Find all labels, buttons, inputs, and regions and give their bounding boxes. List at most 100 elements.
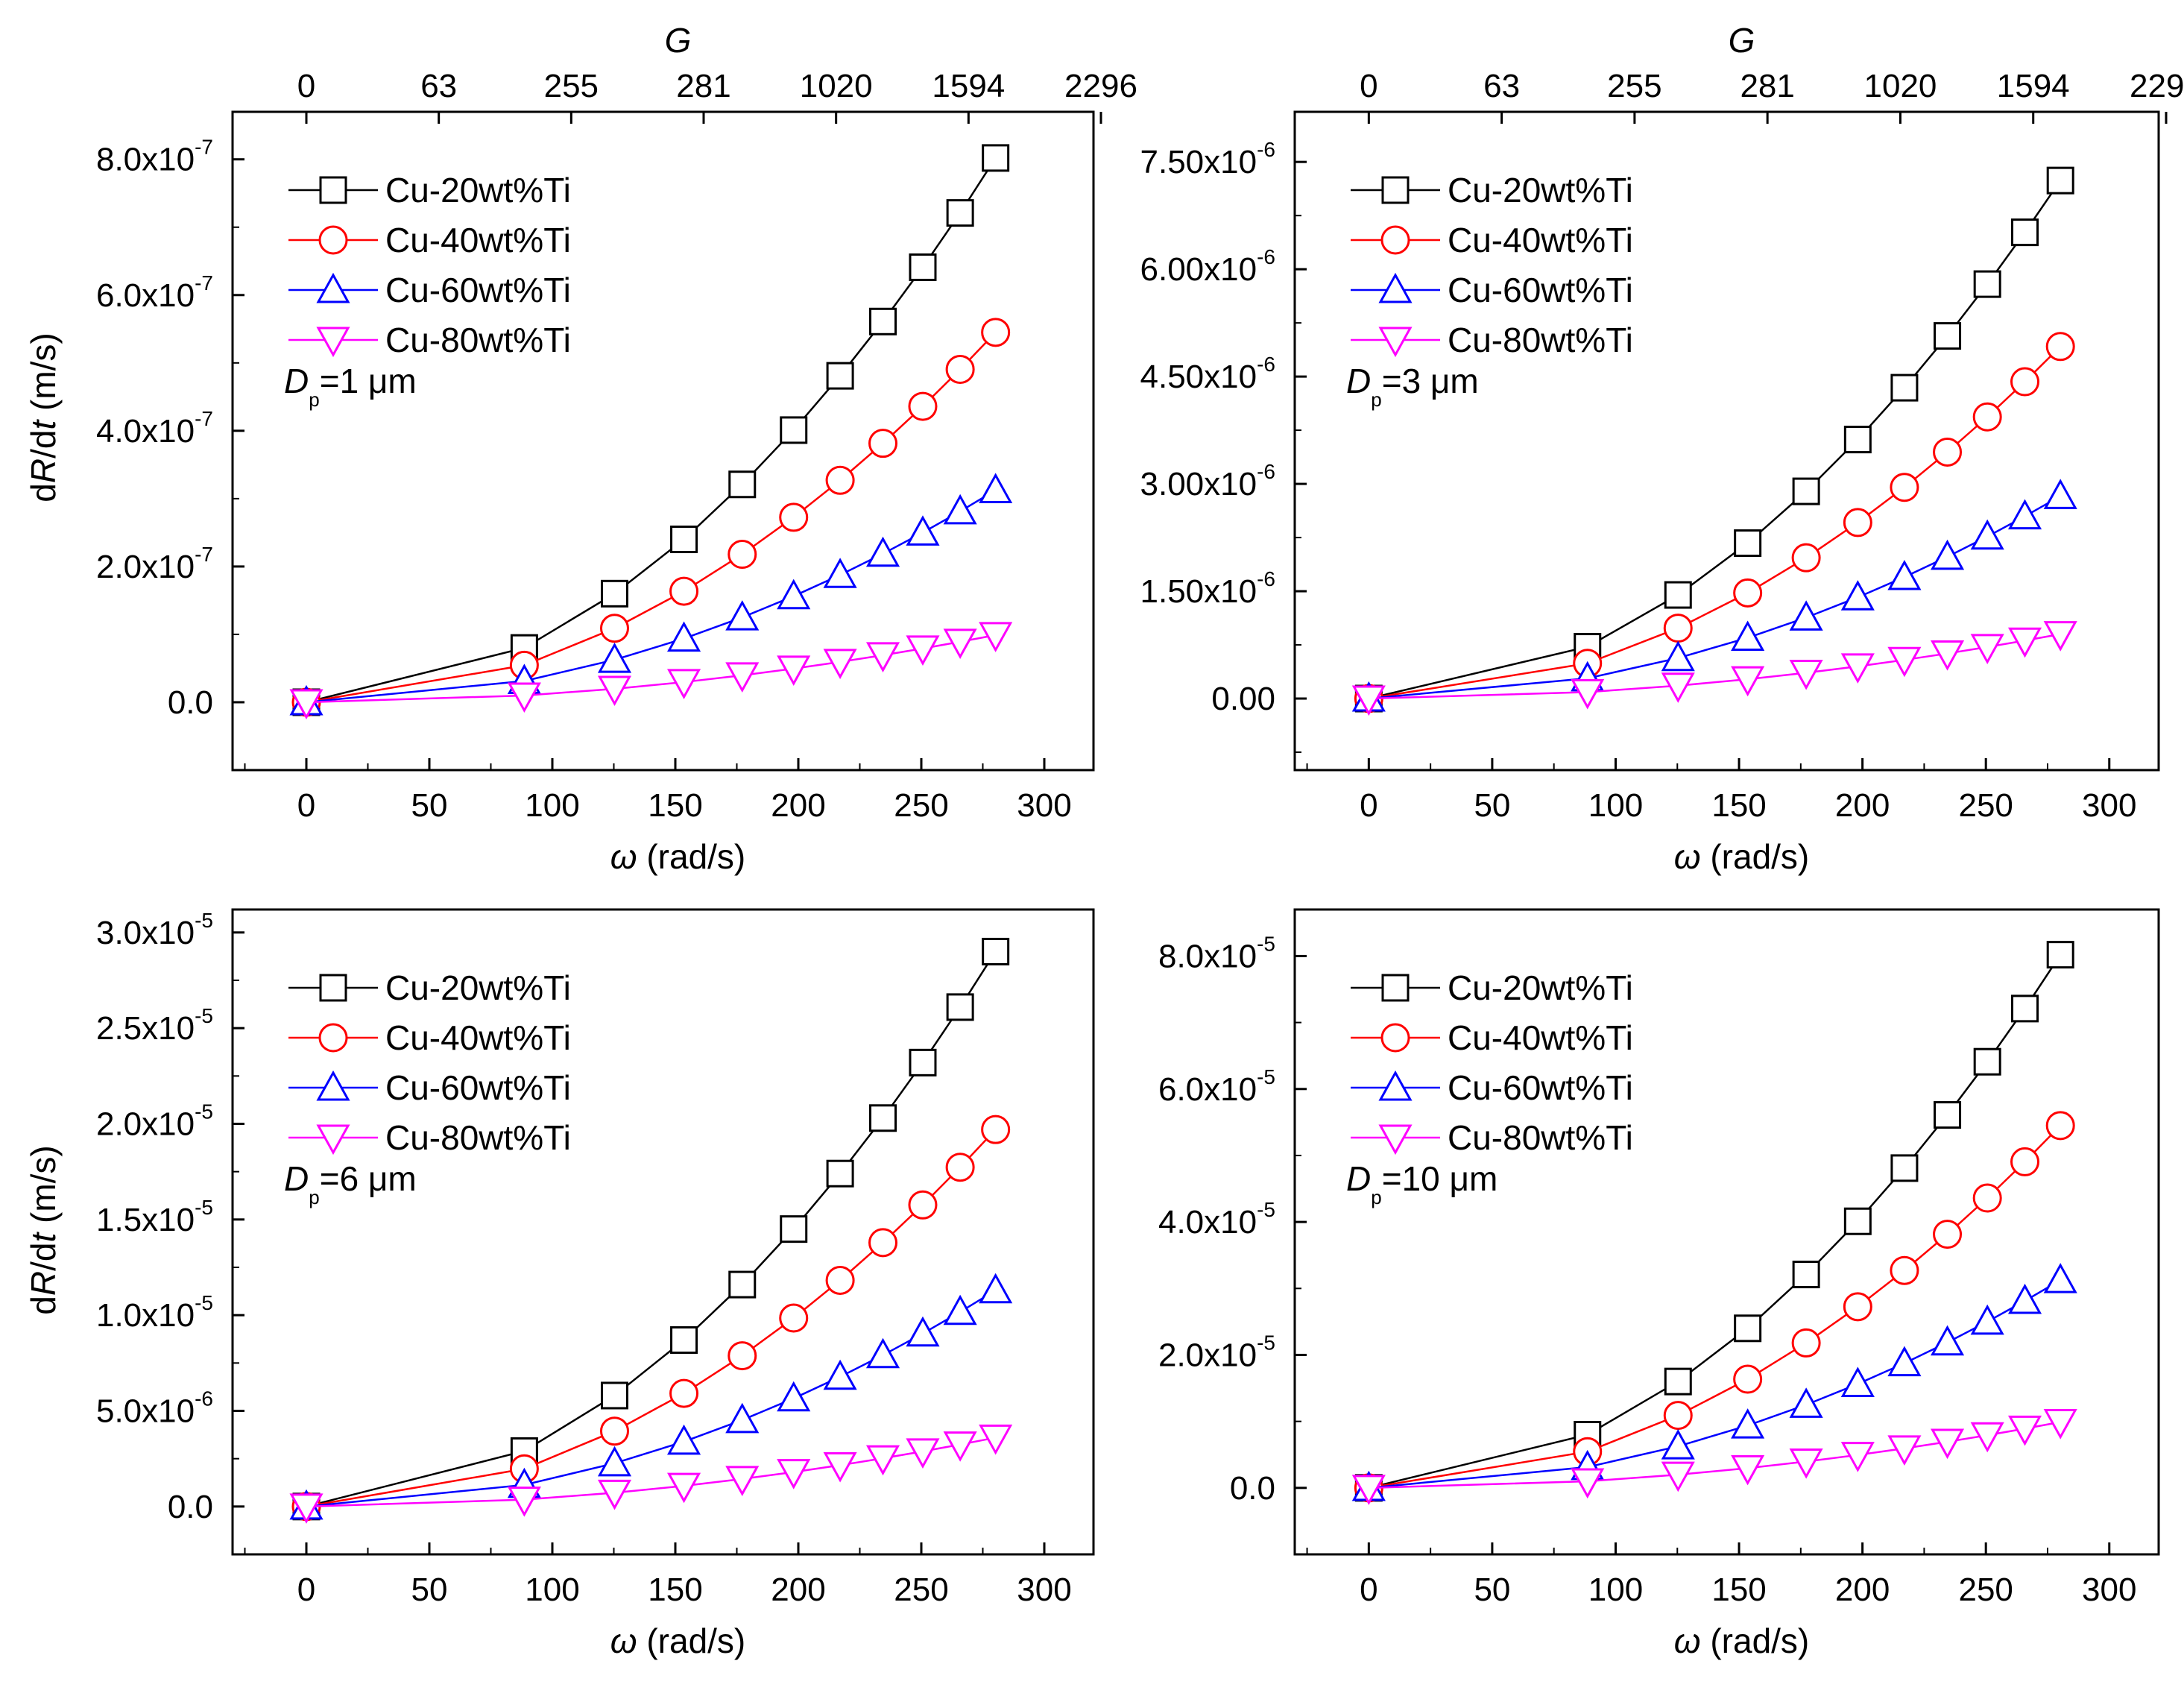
y-axis-label: dR/dt (m/s) bbox=[24, 1145, 63, 1315]
data-point-marker bbox=[289, 1493, 324, 1524]
legend-marker bbox=[316, 327, 350, 358]
data-point-marker bbox=[1731, 666, 1765, 697]
y-tick-label: 2.5x10-5 bbox=[96, 1004, 213, 1047]
data-point-marker bbox=[1791, 1328, 1821, 1358]
data-point-marker bbox=[1887, 1435, 1922, 1466]
data-point-marker bbox=[597, 675, 632, 707]
data-point-marker bbox=[728, 470, 757, 499]
data-point-marker bbox=[1930, 539, 1965, 570]
data-point-marker bbox=[1930, 1428, 1965, 1460]
data-point-marker bbox=[943, 1294, 977, 1325]
data-point-marker bbox=[1843, 508, 1872, 538]
data-point-marker bbox=[1933, 437, 1963, 467]
data-point-marker bbox=[945, 354, 975, 384]
y-tick-label: 3.00x10-6 bbox=[1140, 460, 1275, 502]
y-tick-label: 2.0x10-5 bbox=[1158, 1331, 1275, 1373]
x-tick-label: 300 bbox=[2082, 787, 2136, 824]
plot-frame bbox=[231, 110, 1095, 772]
data-point-marker bbox=[823, 649, 857, 679]
data-point-marker bbox=[507, 1487, 541, 1517]
data-point-marker bbox=[1731, 1408, 1765, 1439]
y-tick-label: 3.0x10-5 bbox=[96, 909, 213, 951]
data-point-marker bbox=[1791, 543, 1821, 573]
data-point-marker bbox=[1934, 1101, 1962, 1129]
y-tick-label: 8.0x10-7 bbox=[96, 136, 213, 178]
x-tick-label: 150 bbox=[648, 787, 702, 824]
x-axis-label: ω (rad/s) bbox=[1674, 1621, 1810, 1660]
data-point-marker bbox=[869, 1104, 897, 1132]
data-point-marker bbox=[1890, 373, 1919, 402]
y-tick-label: 4.0x10-5 bbox=[1158, 1198, 1275, 1241]
data-point-marker bbox=[909, 253, 937, 281]
y-tick-label: 0.00 bbox=[1211, 681, 1275, 717]
legend-marker bbox=[319, 176, 347, 204]
legend-label: Cu-40wt%Ti bbox=[1448, 1018, 1633, 1057]
legend-label: Cu-60wt%Ti bbox=[385, 271, 571, 309]
data-point-marker bbox=[507, 682, 541, 713]
data-point-marker bbox=[777, 1381, 811, 1412]
legend-marker bbox=[316, 1070, 350, 1101]
data-point-marker bbox=[1661, 1429, 1695, 1460]
y-tick-label: 5.0x10-6 bbox=[96, 1387, 213, 1429]
data-point-marker bbox=[1789, 1387, 1823, 1418]
data-point-marker bbox=[1970, 519, 2004, 550]
data-point-marker bbox=[906, 1438, 940, 1469]
data-point-marker bbox=[823, 1451, 857, 1483]
data-point-marker bbox=[1661, 640, 1695, 672]
data-point-marker bbox=[725, 1466, 760, 1496]
particle-size-annotation: Dp=10 μm bbox=[1346, 1159, 1497, 1208]
data-point-marker bbox=[1664, 581, 1692, 609]
legend-marker bbox=[319, 974, 347, 1002]
data-point-marker bbox=[2043, 1409, 2077, 1440]
data-point-marker bbox=[979, 1273, 1013, 1304]
x-tick-label: 100 bbox=[525, 1572, 579, 1608]
data-point-marker bbox=[1930, 640, 1965, 671]
data-point-marker bbox=[1664, 1367, 1692, 1396]
y-tick-label: 6.0x10-7 bbox=[96, 271, 213, 314]
legend-marker bbox=[1381, 974, 1410, 1002]
data-point-marker bbox=[979, 622, 1013, 652]
data-point-marker bbox=[1972, 402, 2002, 432]
data-point-marker bbox=[779, 1303, 809, 1333]
data-point-marker bbox=[2046, 166, 2074, 195]
data-point-marker bbox=[982, 144, 1010, 172]
data-point-marker bbox=[667, 621, 701, 652]
data-point-marker bbox=[1973, 1047, 2001, 1076]
x-tick-label: 250 bbox=[894, 1572, 948, 1608]
data-point-marker bbox=[728, 1270, 757, 1299]
data-point-marker bbox=[667, 1472, 701, 1504]
data-point-marker bbox=[728, 1341, 757, 1371]
data-point-marker bbox=[868, 429, 898, 458]
legend-label: Cu-60wt%Ti bbox=[1448, 1068, 1633, 1107]
data-point-marker bbox=[825, 1265, 855, 1295]
data-point-marker bbox=[1734, 529, 1762, 558]
data-point-marker bbox=[670, 525, 698, 553]
series-line bbox=[306, 1289, 997, 1508]
x-tick-label: 0 bbox=[1360, 1572, 1377, 1608]
data-point-marker bbox=[1733, 578, 1763, 608]
plot-frame bbox=[231, 908, 1095, 1556]
y-axis-label: dR/dt (m/s) bbox=[24, 332, 63, 502]
y-tick-label: 6.00x10-6 bbox=[1140, 245, 1275, 288]
data-point-marker bbox=[826, 362, 854, 390]
top-tick-label: 0 bbox=[297, 68, 315, 104]
data-point-marker bbox=[667, 669, 701, 700]
data-point-marker bbox=[979, 473, 1013, 503]
top-axis-title: G bbox=[665, 21, 692, 60]
data-point-marker bbox=[777, 1459, 811, 1489]
data-point-marker bbox=[1789, 1448, 1823, 1479]
legend-marker bbox=[1380, 1023, 1410, 1053]
x-tick-label: 200 bbox=[771, 1572, 825, 1608]
data-point-marker bbox=[1887, 646, 1922, 678]
data-point-marker bbox=[1890, 1255, 1919, 1285]
data-point-marker bbox=[943, 628, 977, 659]
data-point-marker bbox=[2045, 1111, 2075, 1141]
data-point-marker bbox=[823, 558, 857, 588]
legend-marker bbox=[1381, 176, 1410, 204]
top-tick-label: 63 bbox=[420, 68, 457, 104]
x-tick-label: 150 bbox=[1711, 1572, 1766, 1608]
x-tick-label: 50 bbox=[1474, 787, 1510, 824]
top-tick-label: 2296 bbox=[2130, 68, 2184, 104]
